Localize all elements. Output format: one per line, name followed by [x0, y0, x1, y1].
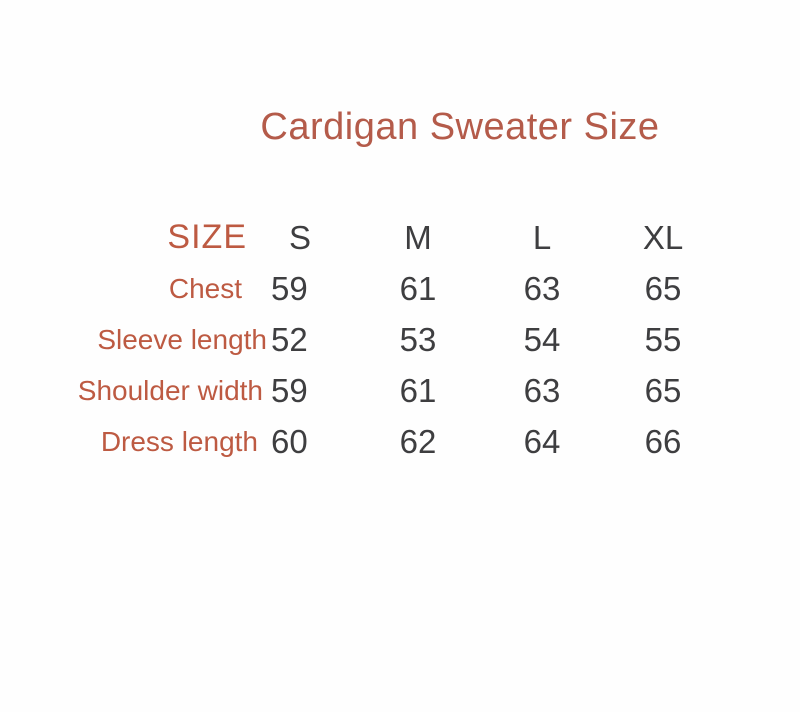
- page-title: Cardigan Sweater Size: [260, 106, 660, 148]
- cell-chest-xl: 65: [644, 270, 682, 307]
- cell-shoulder-l: 63: [523, 372, 561, 409]
- cell-chest-l: 63: [523, 270, 561, 307]
- cell-dress-xl: 66: [644, 423, 682, 460]
- col-header-s: S: [289, 219, 312, 256]
- col-header-l: L: [532, 219, 552, 256]
- col-header-xl: XL: [642, 219, 684, 256]
- col-header-size: SIZE: [167, 218, 247, 256]
- cell-sleeve-m: 53: [399, 321, 437, 358]
- row-label-shoulder-width: Shoulder width: [77, 375, 263, 406]
- cell-chest-s: 59: [271, 270, 308, 307]
- cell-shoulder-s: 59: [271, 372, 308, 409]
- cell-shoulder-m: 61: [399, 372, 437, 409]
- cell-sleeve-s: 52: [271, 321, 308, 358]
- col-header-m: M: [404, 219, 432, 256]
- size-table: SIZE S M L XL Chest 59 61 63 65 Sleeve l…: [0, 212, 721, 467]
- cell-sleeve-l: 54: [523, 321, 561, 358]
- cell-dress-l: 64: [523, 423, 561, 460]
- cell-dress-m: 62: [399, 423, 437, 460]
- cell-chest-m: 61: [399, 270, 437, 307]
- row-label-chest: Chest: [168, 273, 242, 304]
- row-label-dress-length: Dress length: [100, 426, 258, 457]
- cell-dress-s: 60: [271, 423, 308, 460]
- cell-shoulder-xl: 65: [644, 372, 682, 409]
- row-label-sleeve-length: Sleeve length: [97, 324, 267, 355]
- cell-sleeve-xl: 55: [644, 321, 682, 358]
